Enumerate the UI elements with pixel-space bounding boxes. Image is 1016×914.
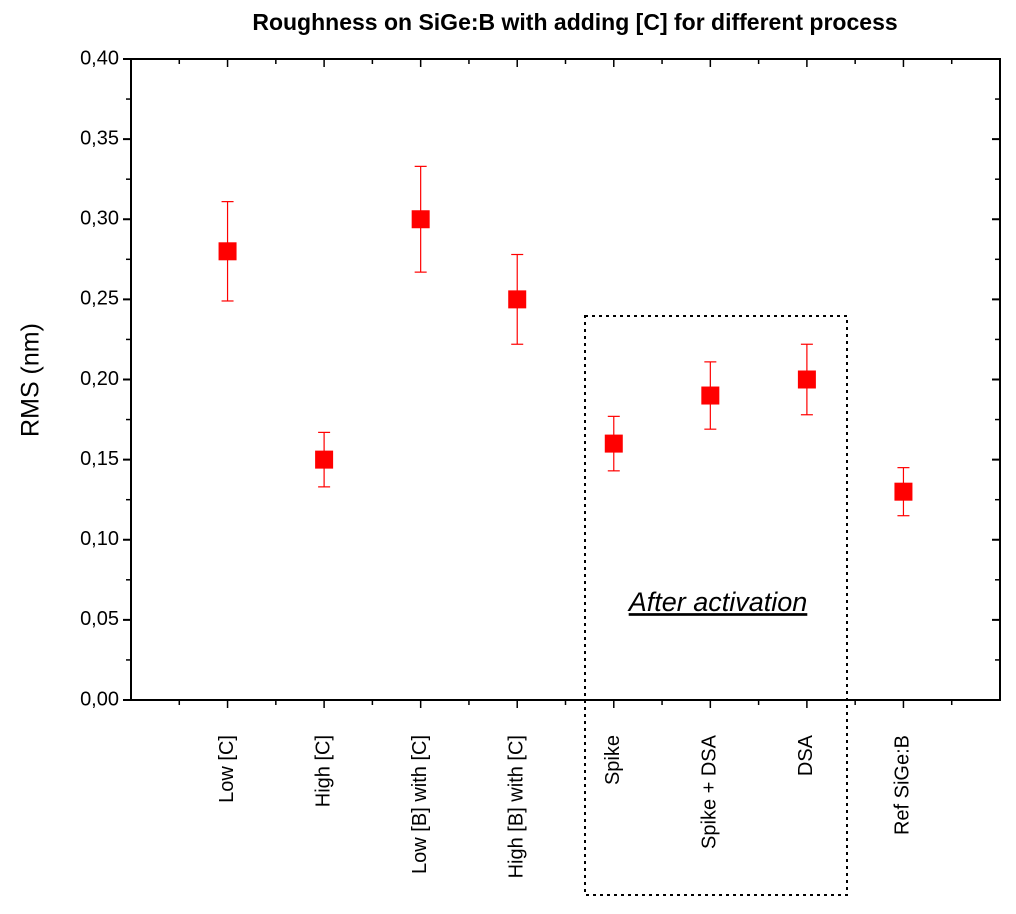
y-tick-label: 0,25 bbox=[80, 288, 119, 310]
x-tick-label: High [B] with [C] bbox=[506, 735, 528, 878]
y-tick-label: 0,05 bbox=[80, 608, 119, 630]
chart-title: Roughness on SiGe:B with adding [C] for … bbox=[252, 9, 897, 35]
x-tick-label: Low [B] with [C] bbox=[409, 735, 431, 874]
x-tick-label: Ref SiGe:B bbox=[892, 735, 914, 835]
x-tick-label: High [C] bbox=[312, 735, 334, 807]
x-tick-label: Spike + DSA bbox=[699, 734, 721, 849]
marker bbox=[701, 386, 720, 405]
y-tick-label: 0,20 bbox=[80, 368, 119, 390]
marker bbox=[315, 450, 334, 469]
marker bbox=[411, 210, 430, 229]
x-tick-label: Spike bbox=[602, 735, 624, 785]
plot-frame bbox=[130, 58, 1001, 701]
x-tick-label: DSA bbox=[795, 734, 817, 776]
marker bbox=[797, 370, 816, 389]
y-tick-label: 0,10 bbox=[80, 528, 119, 550]
marker bbox=[508, 290, 527, 309]
marker bbox=[894, 482, 913, 501]
marker bbox=[218, 242, 237, 261]
x-tick-label: Low [C] bbox=[216, 735, 238, 803]
y-tick-label: 0,30 bbox=[80, 208, 119, 230]
annotation: After activation bbox=[627, 587, 808, 617]
marker bbox=[604, 434, 623, 453]
y-tick-label: 0,15 bbox=[80, 448, 119, 470]
y-axis-label: RMS (nm) bbox=[17, 323, 45, 437]
y-tick-label: 0,00 bbox=[80, 688, 119, 710]
y-tick-label: 0,35 bbox=[80, 127, 119, 149]
y-tick-label: 0,40 bbox=[80, 47, 119, 69]
